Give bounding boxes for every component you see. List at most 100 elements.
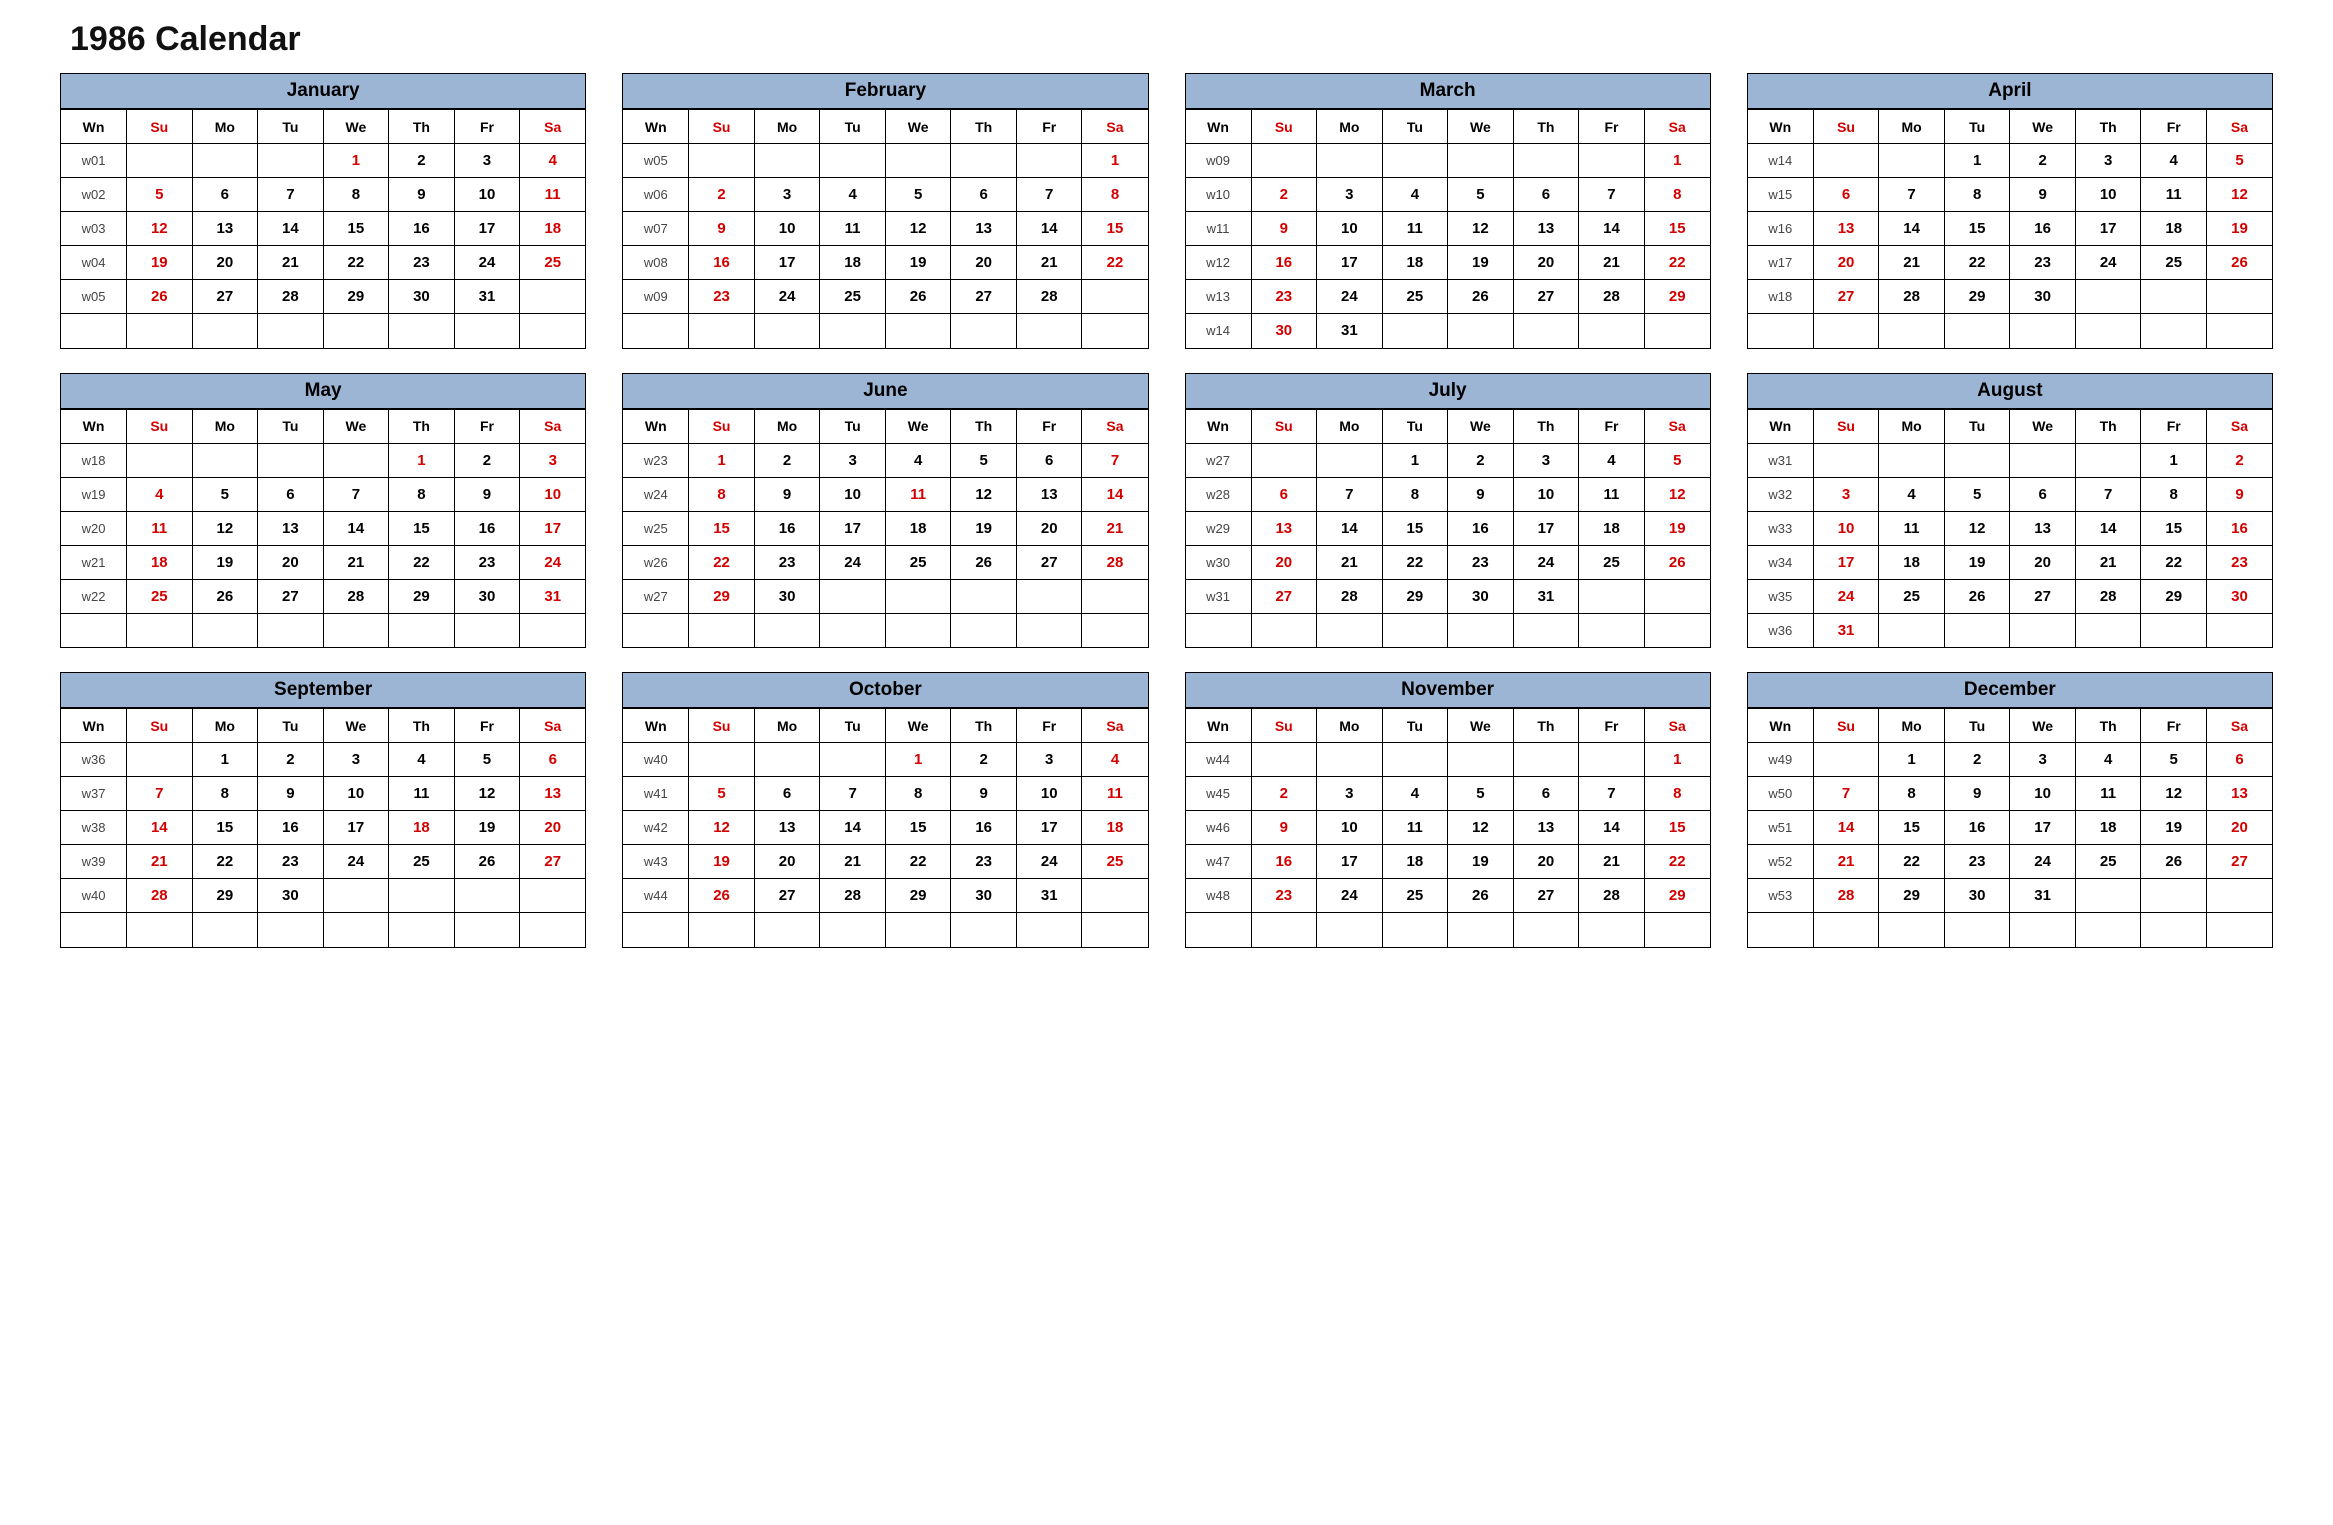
day-cell — [1016, 613, 1082, 647]
page-title: 1986 Calendar — [70, 20, 2273, 59]
day-cell — [754, 613, 820, 647]
week-number-cell: w42 — [623, 811, 689, 845]
day-cell — [1448, 913, 1514, 947]
col-header-day: Fr — [1016, 110, 1082, 144]
col-header-day: Tu — [258, 709, 324, 743]
day-cell: 20 — [1813, 246, 1879, 280]
day-cell: 13 — [1813, 212, 1879, 246]
col-header-day: We — [2010, 409, 2076, 443]
day-cell: 3 — [2010, 743, 2076, 777]
week-number-cell: w19 — [61, 477, 127, 511]
day-cell: 27 — [1513, 280, 1579, 314]
col-header-day: Th — [389, 110, 455, 144]
day-cell — [1579, 913, 1645, 947]
col-header-day: Fr — [2141, 709, 2207, 743]
day-cell — [2075, 613, 2141, 647]
day-cell: 12 — [127, 212, 193, 246]
day-cell: 24 — [1317, 280, 1383, 314]
week-number-cell: w50 — [1748, 777, 1814, 811]
week-number-cell: w14 — [1186, 314, 1252, 348]
week-row — [61, 913, 585, 947]
day-cell: 19 — [2141, 811, 2207, 845]
day-cell: 7 — [1813, 777, 1879, 811]
day-cell: 14 — [1579, 811, 1645, 845]
day-cell: 24 — [754, 280, 820, 314]
col-header-day: Mo — [1317, 709, 1383, 743]
day-cell: 22 — [389, 545, 455, 579]
day-cell: 21 — [2075, 545, 2141, 579]
week-number-cell — [61, 913, 127, 947]
week-number-cell: w37 — [61, 777, 127, 811]
day-cell — [951, 579, 1017, 613]
day-cell: 19 — [192, 545, 258, 579]
day-cell — [689, 913, 755, 947]
day-cell: 15 — [192, 811, 258, 845]
day-cell — [1382, 314, 1448, 348]
day-cell: 25 — [2141, 246, 2207, 280]
day-cell: 17 — [1317, 246, 1383, 280]
week-row: w1827282930 — [1748, 280, 2272, 314]
col-header-day: We — [885, 110, 951, 144]
day-cell: 22 — [192, 845, 258, 879]
day-cell: 28 — [1813, 879, 1879, 913]
day-cell — [1016, 579, 1082, 613]
day-cell: 12 — [454, 777, 520, 811]
day-cell: 27 — [1251, 579, 1317, 613]
day-cell: 1 — [2141, 443, 2207, 477]
day-cell: 16 — [951, 811, 1017, 845]
day-cell: 6 — [192, 178, 258, 212]
week-row: w051 — [623, 144, 1147, 178]
day-cell: 7 — [1579, 178, 1645, 212]
week-number-cell: w27 — [1186, 443, 1252, 477]
day-cell: 20 — [192, 246, 258, 280]
day-cell: 11 — [2075, 777, 2141, 811]
day-cell: 24 — [323, 845, 389, 879]
day-cell — [1944, 314, 2010, 348]
day-cell: 2 — [951, 743, 1017, 777]
col-header-day: Th — [951, 110, 1017, 144]
day-cell — [1813, 913, 1879, 947]
day-cell: 8 — [1382, 477, 1448, 511]
day-cell: 7 — [1579, 777, 1645, 811]
day-cell: 30 — [454, 579, 520, 613]
day-cell: 23 — [2206, 545, 2272, 579]
day-cell: 24 — [820, 545, 886, 579]
day-cell: 17 — [323, 811, 389, 845]
col-header-wn: Wn — [1748, 110, 1814, 144]
week-number-cell: w48 — [1186, 879, 1252, 913]
day-cell: 5 — [192, 477, 258, 511]
day-cell: 26 — [1448, 280, 1514, 314]
day-cell: 29 — [1644, 280, 1710, 314]
day-cell — [1317, 443, 1383, 477]
day-cell: 31 — [2010, 879, 2076, 913]
day-cell: 16 — [689, 246, 755, 280]
week-number-cell: w14 — [1748, 144, 1814, 178]
day-cell: 11 — [1382, 212, 1448, 246]
day-cell: 27 — [2010, 579, 2076, 613]
week-row: w3020212223242526 — [1186, 545, 1710, 579]
day-cell — [2206, 314, 2272, 348]
col-header-day: Su — [1251, 110, 1317, 144]
day-cell: 12 — [689, 811, 755, 845]
day-cell: 28 — [1082, 545, 1148, 579]
day-cell — [2206, 280, 2272, 314]
col-header-day: Mo — [754, 409, 820, 443]
day-cell: 27 — [951, 280, 1017, 314]
day-cell — [1082, 579, 1148, 613]
day-cell: 15 — [2141, 511, 2207, 545]
day-cell: 8 — [323, 178, 389, 212]
day-cell: 4 — [1879, 477, 1945, 511]
week-number-cell — [1748, 913, 1814, 947]
day-cell — [2141, 314, 2207, 348]
day-cell — [323, 613, 389, 647]
month-october: OctoberWnSuMoTuWeThFrSaw401234w415678910… — [622, 672, 1148, 948]
day-cell: 29 — [689, 579, 755, 613]
day-cell: 26 — [2141, 845, 2207, 879]
week-number-cell: w04 — [61, 246, 127, 280]
week-row: w0816171819202122 — [623, 246, 1147, 280]
col-header-day: We — [885, 709, 951, 743]
day-cell: 21 — [1082, 511, 1148, 545]
week-number-cell: w06 — [623, 178, 689, 212]
col-header-day: Th — [2075, 709, 2141, 743]
day-cell — [754, 144, 820, 178]
